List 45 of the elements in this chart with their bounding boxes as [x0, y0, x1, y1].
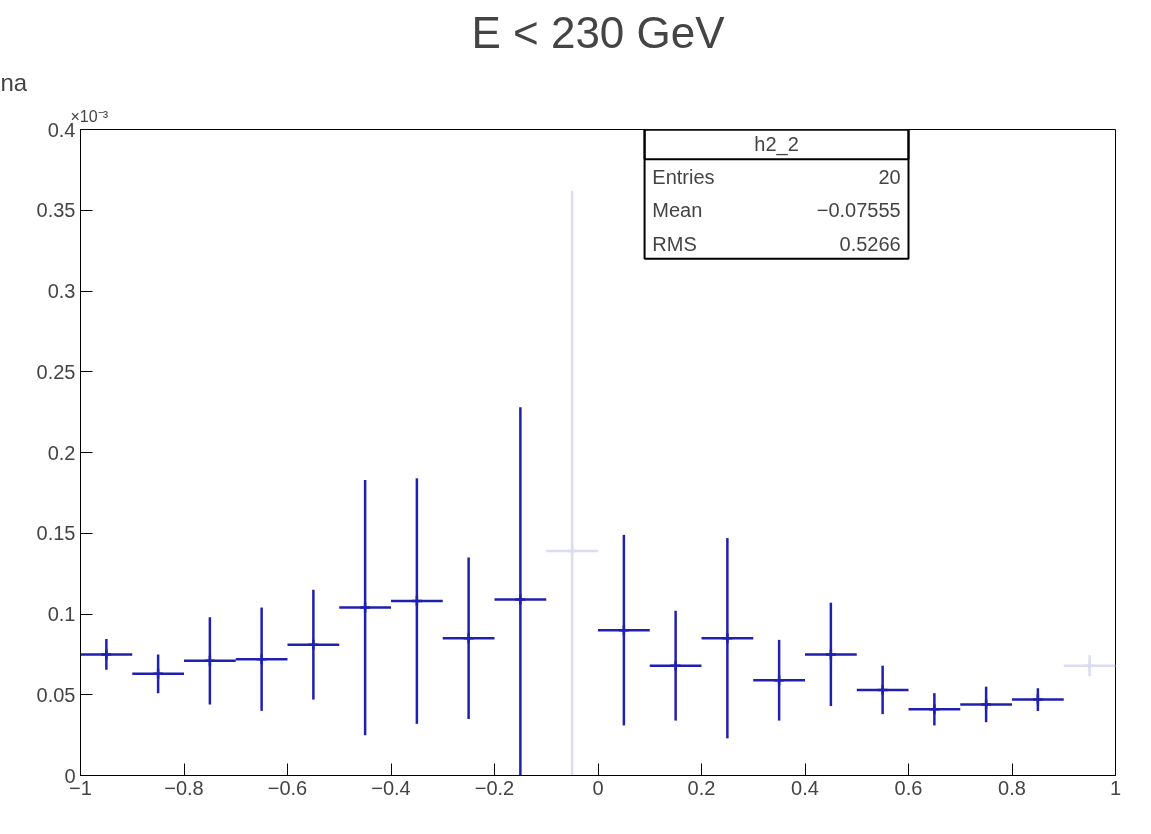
point [358, 601, 372, 614]
y-tick-label: 0.2 [47, 441, 76, 464]
point [824, 648, 838, 661]
point [617, 623, 631, 637]
point [255, 652, 268, 666]
x-tick-label: 1 [1109, 776, 1122, 799]
point [928, 703, 941, 716]
annotation: −0.07555 [816, 199, 901, 222]
x-tick-label: 0.6 [894, 776, 923, 799]
y-tick-label: 0.35 [36, 199, 76, 222]
x-tick-label: −0.2 [474, 776, 515, 799]
point [462, 631, 475, 645]
x-tick-label: 0.2 [687, 776, 716, 799]
annotation: RMS [652, 232, 697, 255]
point [721, 631, 734, 645]
y-tick-label: 0.25 [36, 360, 76, 383]
y-tick-label: 0.15 [36, 522, 76, 545]
point [151, 667, 165, 681]
y-tick-label: 0.3 [47, 280, 76, 302]
y-tick-label: 0.05 [36, 683, 76, 706]
y-tick-label: 0.1 [47, 603, 76, 625]
point [772, 673, 786, 687]
annotation: Entries [652, 165, 715, 188]
x-tick-label: 0 [592, 776, 604, 799]
point [514, 593, 527, 606]
point [669, 659, 682, 672]
point [1031, 693, 1045, 706]
x-tick-label: −0.8 [164, 776, 204, 799]
point [979, 698, 993, 711]
x-tick-label: 0.4 [791, 776, 819, 799]
annotation: 20 [878, 165, 901, 188]
text: na [0, 68, 28, 96]
point [410, 594, 424, 608]
point [203, 654, 217, 668]
point [565, 544, 579, 558]
annotation: Mean [652, 199, 703, 222]
point [307, 638, 320, 651]
annotation: 0.5266 [839, 232, 901, 255]
x-tick-label: 0.8 [998, 776, 1026, 799]
chart-title: E < 230 GeV [471, 7, 726, 57]
x-tick-label: −0.4 [371, 776, 411, 799]
point [876, 683, 889, 697]
annotation: h2_2 [754, 133, 799, 157]
point [100, 648, 113, 661]
x-tick-label: −0.6 [267, 776, 308, 799]
